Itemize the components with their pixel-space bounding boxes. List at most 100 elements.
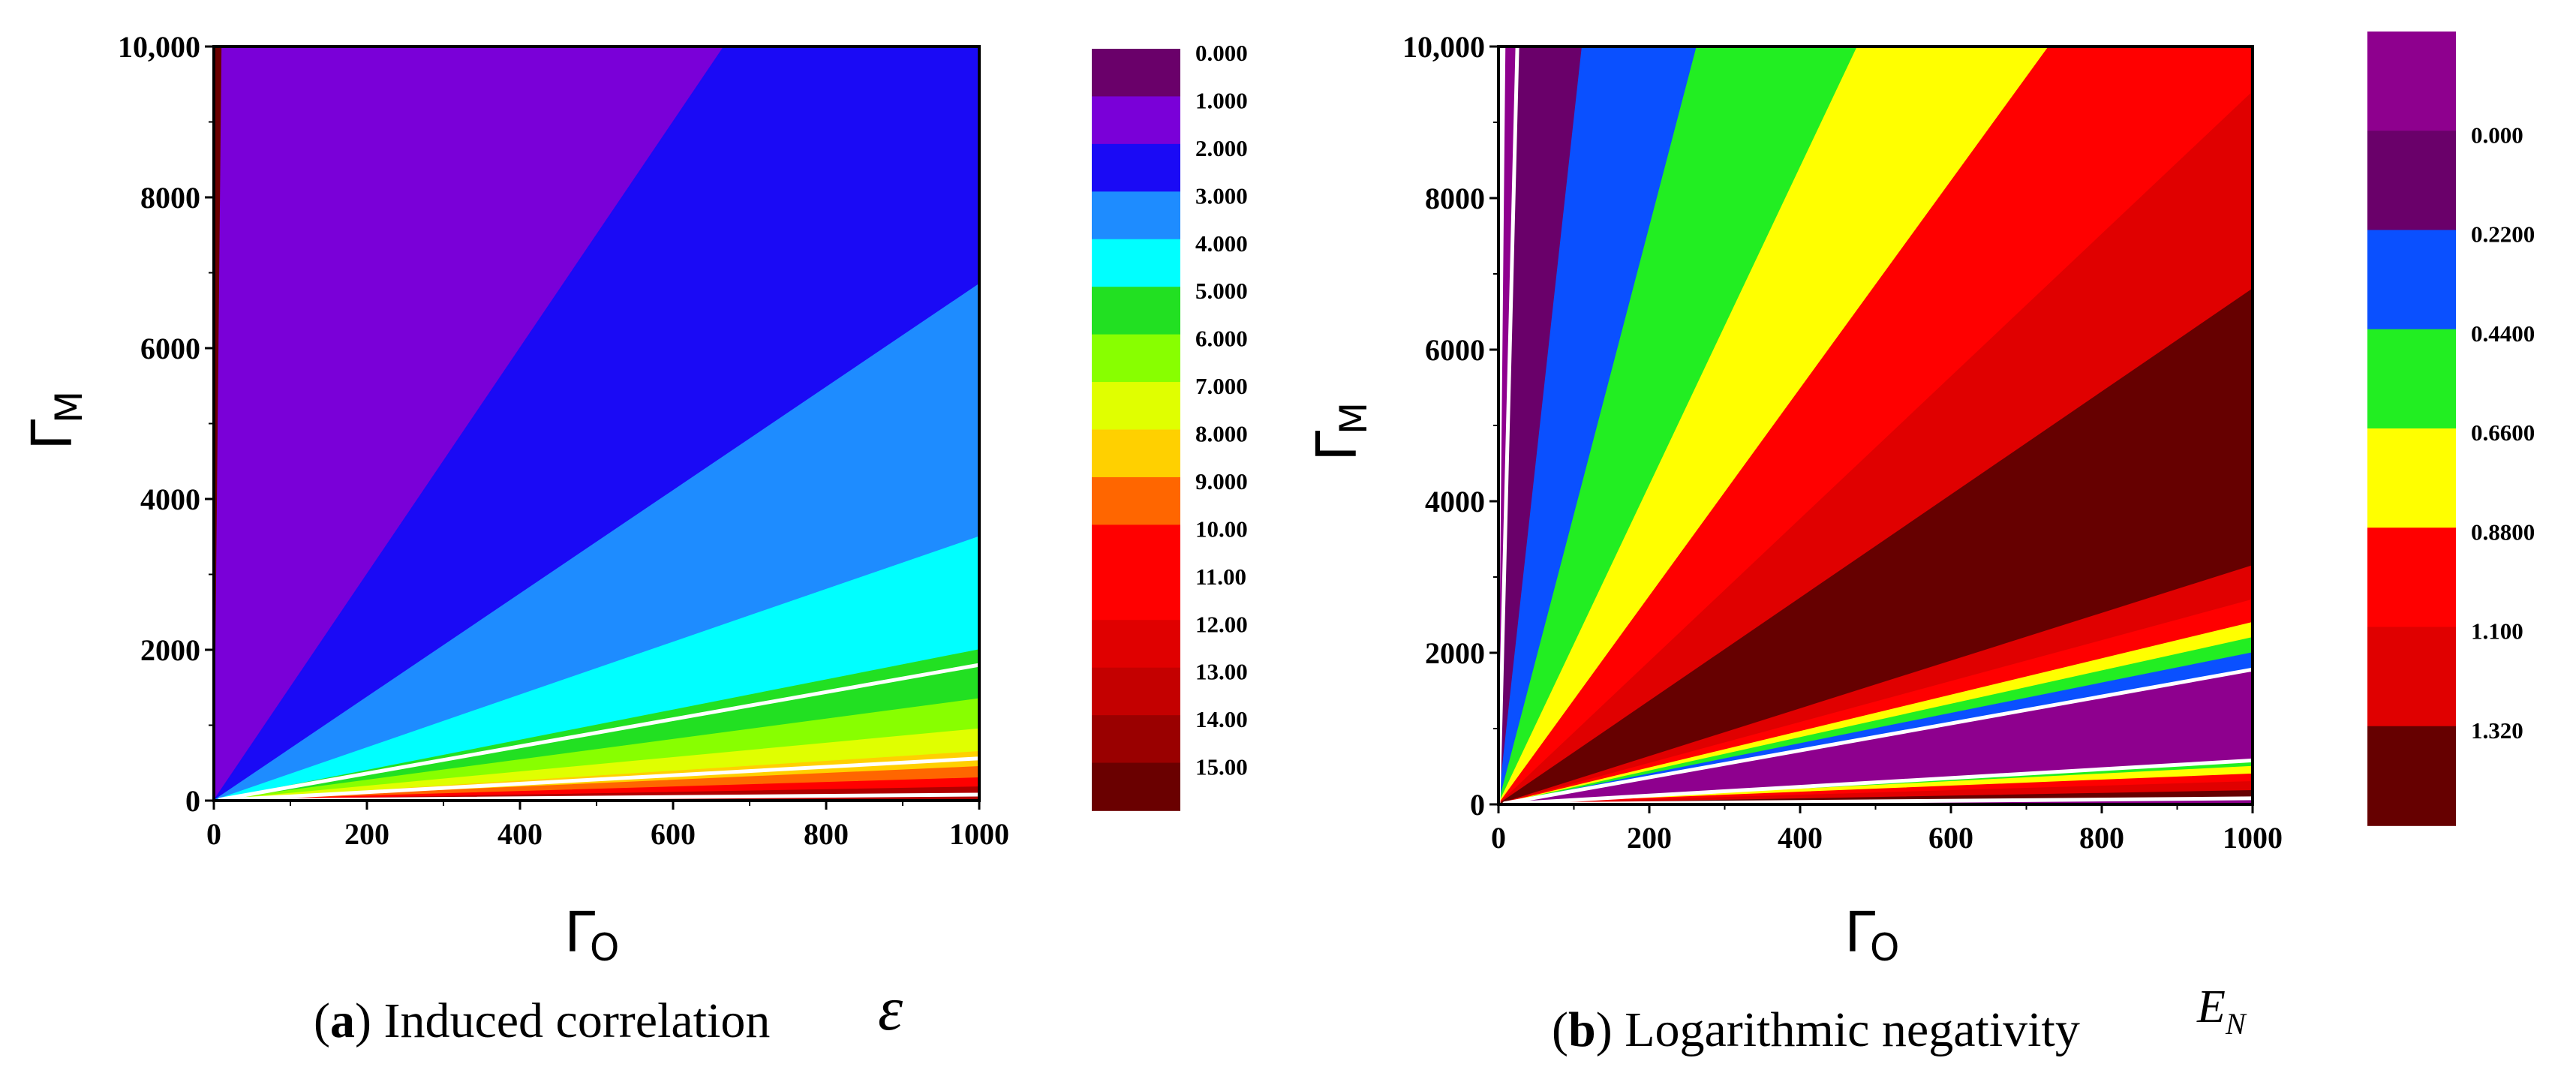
panel-a-colorbar-label-15: 15.00 [1195,754,1248,780]
panel-a-colorbar-swatch-13 [1092,667,1180,716]
panel-b-colorbar-label-1: 0.000 [2471,122,2523,148]
panel-a-colorbar-swatch-0 [1092,49,1180,98]
panel-b-x-tick-label-5: 1000 [2223,821,2283,855]
panel-a-colorbar-swatch-1 [1092,96,1180,145]
panel-b-colorbar-label-3: 0.4400 [2471,320,2535,347]
panel-a-colorbar-label-6: 6.000 [1195,326,1248,352]
panel-a-colorbar-swatch-11 [1092,572,1180,621]
panel-a-colorbar-label-13: 13.00 [1195,659,1248,685]
panel-a-y-axis-label: Γ M [20,391,91,450]
panel-a-colorbar-label-4: 4.000 [1195,230,1248,257]
panel-b-y-tick-label-1: 2000 [1425,636,1485,670]
panel-a-caption: (a) Induced correlation ε [314,974,903,1048]
svg-text:Γ: Γ [1305,431,1369,461]
panel-a-colorbar-swatch-5 [1092,287,1180,335]
panel-b-colorbar-label-4: 0.6600 [2471,419,2535,446]
panel-a-y-tick-label-0: 0 [185,784,200,818]
panel-a-colorbar-label-10: 10.00 [1195,515,1248,542]
panel-b-colorbar-swatch-7 [2367,726,2456,826]
panel-a-colorbar-swatch-3 [1092,191,1180,240]
panel-b-contour-line-1 [1502,667,2253,804]
panel-a-y-tick-label-5: 10,000 [118,30,200,64]
panel-a-plot-area [214,47,979,801]
caption-b-symbol-sub: N [2225,1007,2247,1041]
panel-b-plot-area [1498,47,2253,804]
panel-b-contour-line-2 [1502,758,2253,804]
panel-a-x-axis-label: Γ O [564,900,619,969]
caption-a-text: Induced correlation [383,993,770,1048]
panel-a-colorbar-label-8: 8.000 [1195,421,1248,447]
panel-b-y-tick-label-3: 6000 [1425,333,1485,367]
panel-a-y-tick-label-2: 4000 [140,482,200,516]
panel-a-x-tick-label-5: 1000 [949,817,1009,851]
panel-a-colorbar-swatch-7 [1092,382,1180,431]
panel-b-x-tick-label-1: 200 [1627,821,1672,855]
panel-a-contour-line-1 [218,756,979,801]
panel-b-y-tick-label-0: 0 [1470,788,1485,822]
panel-b-x-tick-label-2: 400 [1778,821,1823,855]
svg-text:Γ: Γ [20,419,85,450]
panel-a-y-tick-label-4: 8000 [140,181,200,215]
panel-a-y-tick-label-1: 2000 [140,633,200,667]
panel-a-contour-line-0 [218,663,979,801]
panel-a-colorbar-swatch-4 [1092,239,1180,287]
panel-a-colorbar-swatch-2 [1092,143,1180,193]
panel-a-contour-band-edge [214,47,222,801]
panel-a-x-tick-label-2: 400 [497,817,543,851]
panel-b-colorbar-swatch-4 [2367,428,2456,529]
panel-b-colorbar-label-6: 1.100 [2471,618,2523,645]
panel-a-colorbar-swatch-12 [1092,620,1180,669]
caption-b-label: b [1568,1002,1596,1057]
panel-a: 0 200 400 600 800 1000 0 2000 4000 6000 8000 10,000… [20,30,1248,1048]
panel-b-colorbar-swatch-6 [2367,627,2456,727]
panel-b-colorbar-label-2: 0.2200 [2471,221,2535,248]
panel-a-colorbar-label-12: 12.00 [1195,611,1248,637]
panel-b-colorbar-swatch-2 [2367,230,2456,330]
panel-a-colorbar-label-2: 2.000 [1195,135,1248,161]
caption-a-label: a [330,993,355,1048]
panel-a-colorbar-label-3: 3.000 [1195,182,1248,209]
panel-a-y-tick-label-3: 6000 [140,332,200,365]
panel-b-contour-line-0 [1498,47,1519,804]
panel-a-colorbar-label-9: 9.000 [1195,468,1248,494]
caption-a-symbol: ε [878,974,903,1044]
panel-a-colorbar: 0.000 1.000 2.000 3.000 4.000 5.000 6.000 7.000… [1092,40,1248,811]
panel-a-colorbar-swatch-15 [1092,762,1180,811]
panel-a-colorbar-swatch-6 [1092,334,1180,383]
svg-text:M: M [1332,402,1375,434]
panel-b-y-tick-label-4: 8000 [1425,182,1485,215]
panel-a-colorbar-label-14: 14.00 [1195,706,1248,732]
svg-text:O: O [1870,926,1899,969]
caption-b-text: Logarithmic negativity [1625,1002,2080,1057]
panel-a-colorbar-swatch-8 [1092,429,1180,478]
caption-b-symbol: E [2196,981,2226,1032]
panel-a-x-tick-label-4: 800 [804,817,849,851]
panel-b-x-tick-label-0: 0 [1491,821,1506,855]
panel-b-x-tick-label-3: 600 [1928,821,1973,855]
panel-a-colorbar-swatch-10 [1092,524,1180,573]
panel-a-ticks: 0 200 400 600 800 1000 0 2000 4000 6000 8000 10,000 [118,30,1009,851]
svg-text:(b) Logarithmic negativity: (b) Logarithmic negativity [1552,1002,2080,1057]
panel-a-colorbar-label-1: 1.000 [1195,87,1248,113]
panel-b-colorbar-swatch-3 [2367,329,2456,429]
panel-b-y-tick-label-5: 10,000 [1402,30,1485,64]
panel-a-colorbar-label-0: 0.000 [1195,40,1248,66]
panel-b-x-axis-label: Γ O [1844,900,1899,969]
panel-b-y-axis-label: Γ M [1305,402,1375,461]
panel-b-colorbar-label-5: 0.8800 [2471,518,2535,545]
panel-b-colorbar-swatch-5 [2367,527,2456,628]
panel-a-colorbar-swatch-14 [1092,715,1180,764]
svg-text:Γ: Γ [564,900,595,965]
panel-b-colorbar: 0.000 0.2200 0.4400 0.6600 0.8800 1.100 1.320 [2367,32,2535,826]
panel-b-x-tick-label-4: 800 [2079,821,2124,855]
svg-text:M: M [47,391,91,423]
panel-a-x-tick-label-3: 600 [651,817,696,851]
panel-a-colorbar-swatch-9 [1092,476,1180,526]
svg-text:Γ: Γ [1844,900,1875,965]
panel-a-x-tick-label-0: 0 [206,817,221,851]
panel-b-ticks: 0 200 400 600 800 1000 0 2000 4000 6000 8000 10,000 [1402,30,2283,855]
panel-b-caption: (b) Logarithmic negativity E N [1552,981,2247,1057]
svg-text:O: O [590,926,619,969]
panel-b-colorbar-swatch-1 [2367,131,2456,231]
